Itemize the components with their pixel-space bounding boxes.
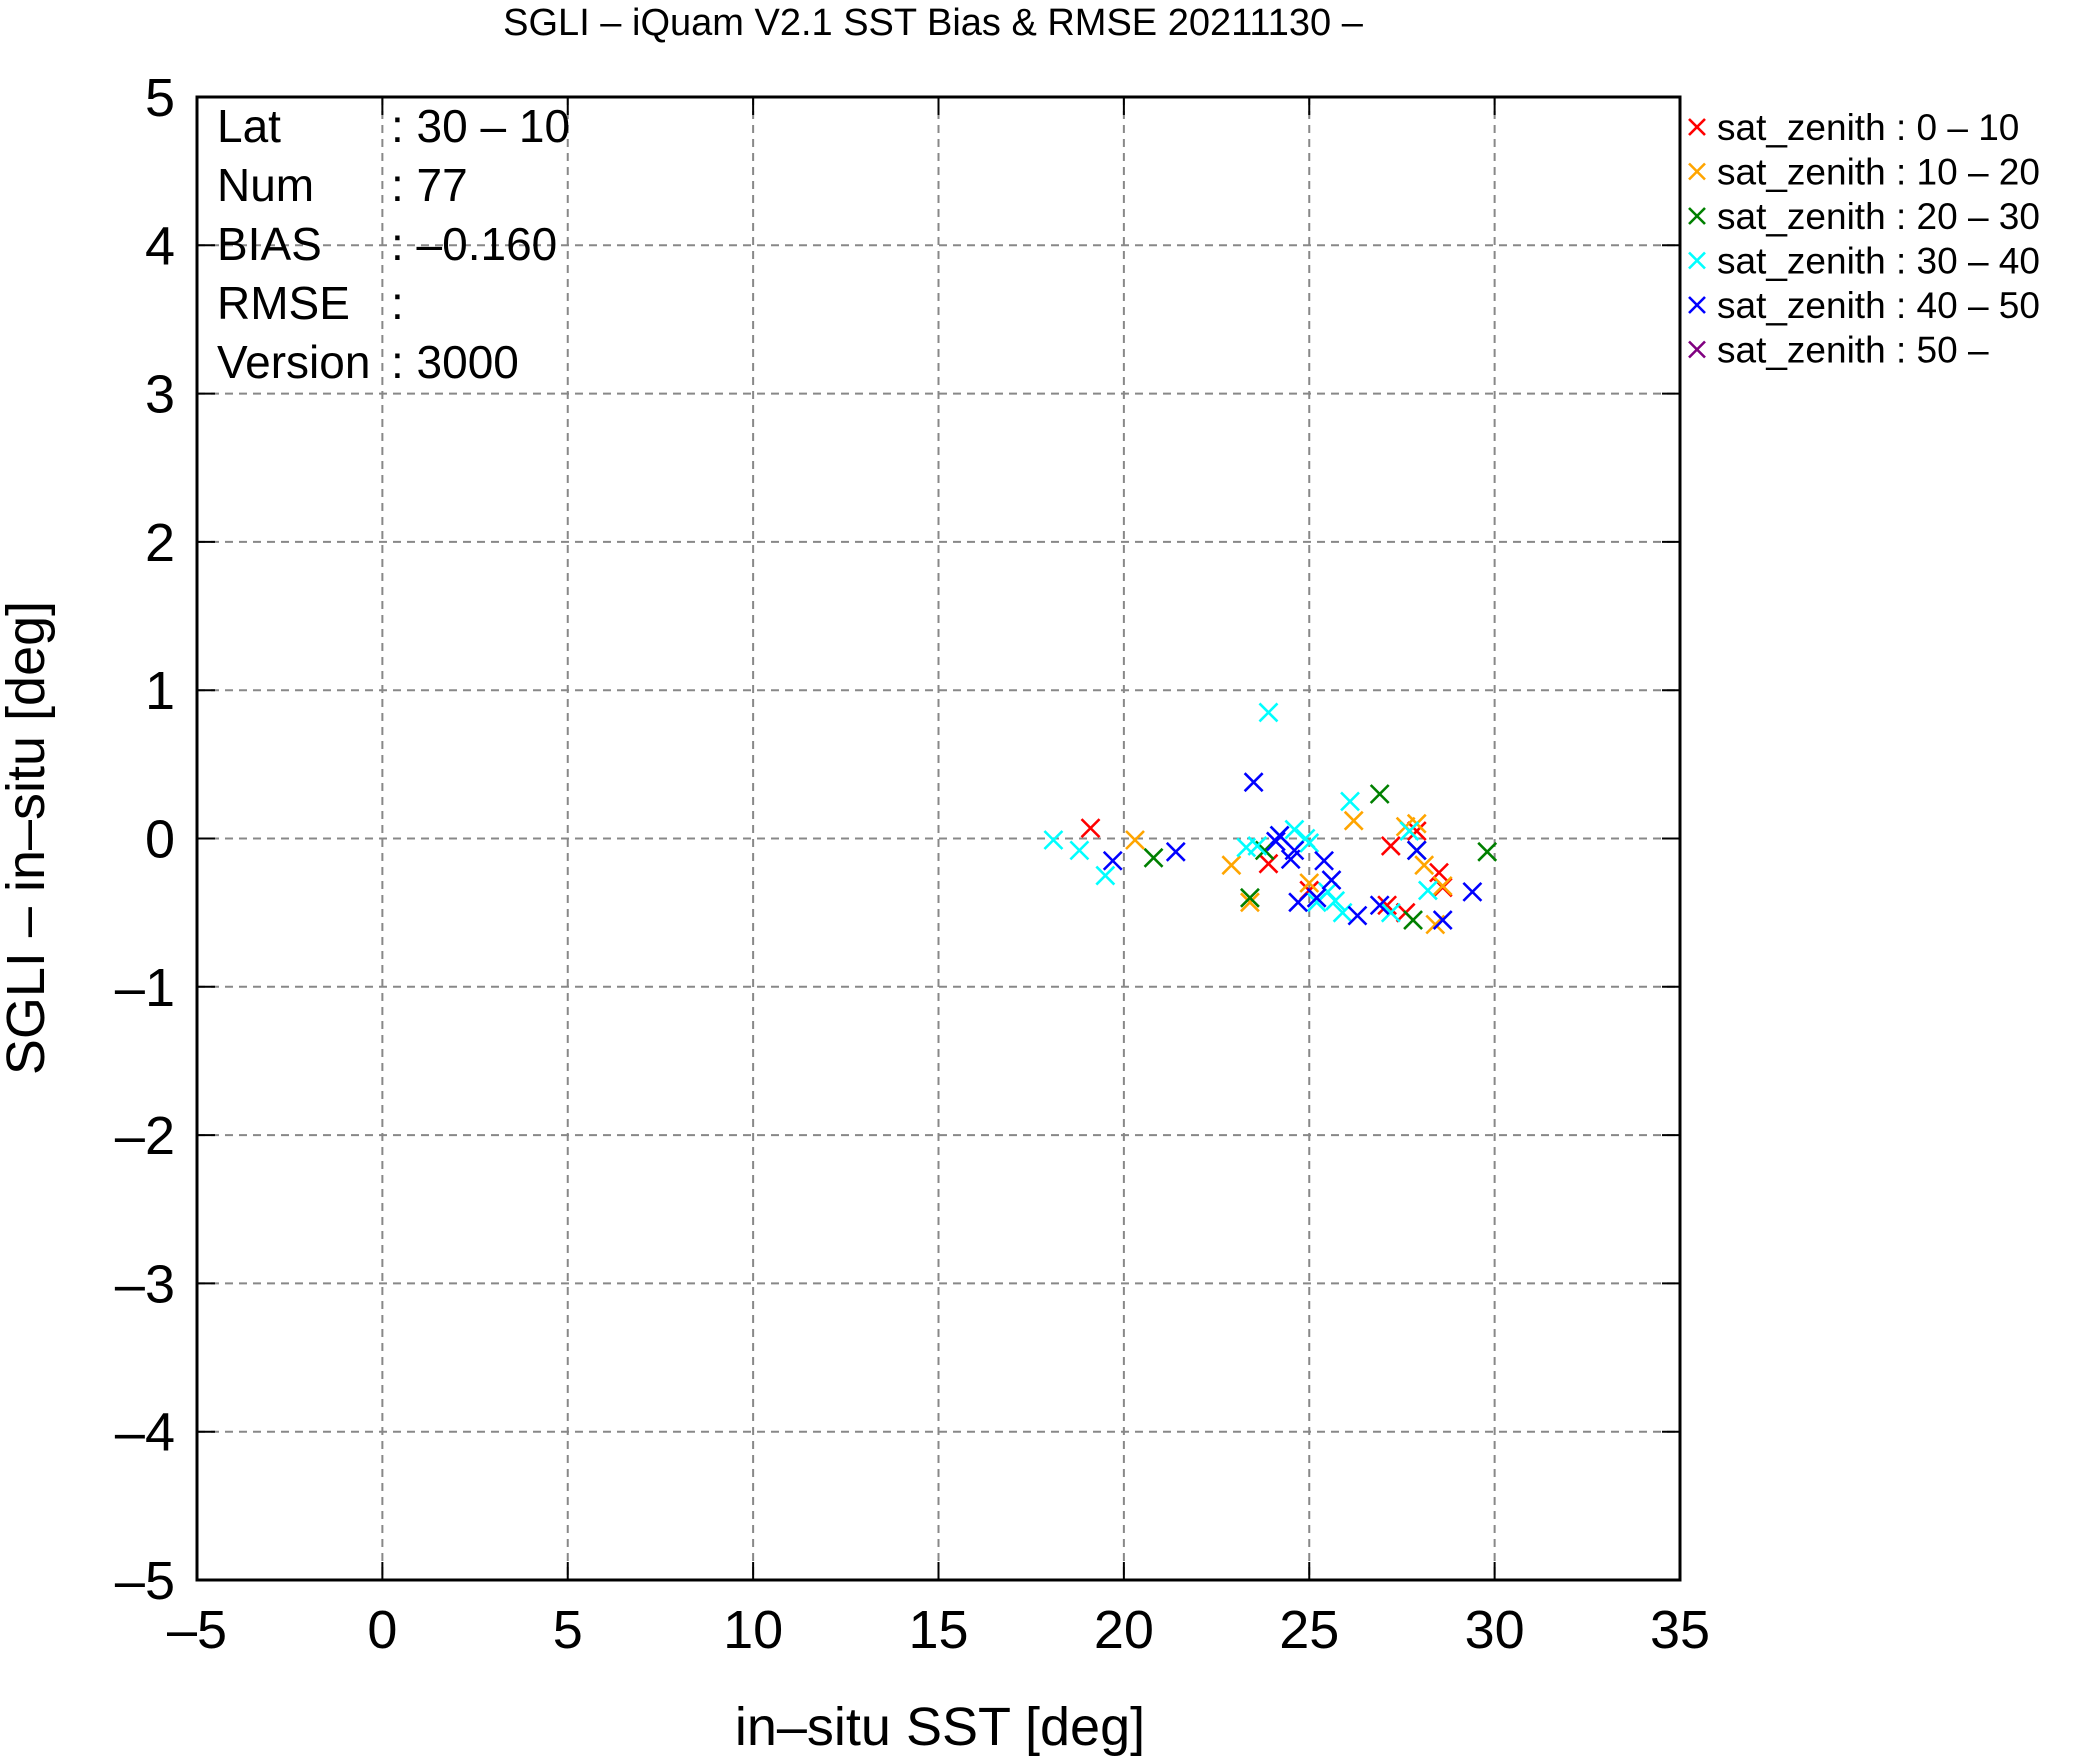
data-point xyxy=(1125,830,1145,850)
x-tick-label: 20 xyxy=(1094,1600,1154,1660)
data-point xyxy=(1243,772,1264,793)
data-point xyxy=(1240,892,1260,913)
legend-entry: sat_zenith : 40 – 50 xyxy=(1717,285,2040,326)
stats-label: Version xyxy=(217,336,370,388)
legend-entry: sat_zenith : 30 – 40 xyxy=(1717,241,2040,282)
data-point xyxy=(1343,810,1364,831)
legend-entry: sat_zenith : 50 – xyxy=(1717,330,1989,371)
axis-ticks: –5 0 5 10 15 20 25 30 35 –5 –4 –3 –2 –1 0 1 2 3 4 5 xyxy=(115,68,1710,1660)
data-point xyxy=(1299,873,1320,893)
legend-marker xyxy=(1688,207,1706,225)
data-point xyxy=(1477,841,1498,862)
data-point xyxy=(1406,840,1427,861)
y-axis-label: SGLI – in–situ [deg] xyxy=(0,601,56,1075)
x-tick-label: 10 xyxy=(723,1600,783,1660)
stats-value: : 30 – 10 xyxy=(391,100,570,152)
legend-entry: sat_zenith : 20 – 30 xyxy=(1717,196,2040,237)
data-point xyxy=(1462,881,1483,902)
stats-label: Lat xyxy=(217,100,281,152)
data-point xyxy=(1043,830,1064,850)
data-point xyxy=(1429,862,1449,883)
data-point xyxy=(1265,831,1286,852)
data-point xyxy=(1325,890,1346,911)
data-point xyxy=(1380,902,1401,923)
y-tick-label: 2 xyxy=(145,513,175,573)
data-point xyxy=(1258,702,1279,723)
data-point xyxy=(1380,835,1401,856)
legend-marker xyxy=(1688,340,1706,359)
legend-marker xyxy=(1688,296,1706,314)
legend-marker xyxy=(1688,118,1706,136)
data-point xyxy=(1080,818,1101,839)
stats-label: Num xyxy=(217,159,314,211)
y-tick-label: –1 xyxy=(115,958,175,1018)
data-point xyxy=(1432,876,1453,896)
grid-lines xyxy=(197,97,1680,1580)
data-point xyxy=(1299,833,1320,853)
x-tick-label: 0 xyxy=(367,1600,397,1660)
data-point xyxy=(1414,855,1435,876)
data-point xyxy=(1247,835,1268,856)
y-tick-label: 1 xyxy=(145,661,175,721)
data-point xyxy=(1306,887,1327,908)
data-point xyxy=(1240,887,1260,908)
legend-entry: sat_zenith : 0 – 10 xyxy=(1717,107,2019,148)
stats-value: : 3000 xyxy=(391,336,519,388)
y-tick-label: 3 xyxy=(145,365,175,425)
data-point xyxy=(1102,850,1123,871)
data-point xyxy=(1288,892,1309,913)
data-point xyxy=(1432,910,1453,930)
y-tick-label: 4 xyxy=(145,216,175,276)
legend-marker xyxy=(1688,251,1706,270)
data-point xyxy=(1369,784,1390,804)
stats-label: BIAS xyxy=(217,218,322,270)
x-tick-label: 5 xyxy=(553,1600,583,1660)
data-point xyxy=(1284,840,1305,861)
x-tick-label: 35 xyxy=(1650,1600,1710,1660)
y-tick-label: –5 xyxy=(115,1551,175,1611)
x-axis-label: in–situ SST [deg] xyxy=(735,1697,1145,1756)
data-point xyxy=(1314,850,1334,871)
y-tick-label: –3 xyxy=(115,1254,175,1314)
data-point xyxy=(1095,865,1116,886)
y-tick-label: 0 xyxy=(145,810,175,870)
legend-marker xyxy=(1688,162,1706,181)
data-point xyxy=(1258,853,1279,874)
x-tick-label: 15 xyxy=(908,1600,968,1660)
data-point xyxy=(1340,791,1360,812)
data-point xyxy=(1321,870,1342,890)
x-tick-label: 25 xyxy=(1279,1600,1339,1660)
data-point xyxy=(1143,847,1164,868)
stats-value: : 77 xyxy=(391,159,468,211)
data-point xyxy=(1399,821,1420,842)
stats-value: : xyxy=(391,277,404,329)
y-tick-label: –2 xyxy=(115,1106,175,1166)
stats-label: RMSE xyxy=(217,277,350,329)
x-tick-label: 30 xyxy=(1465,1600,1525,1660)
stats-box: Lat : 30 – 10 Num : 77 BIAS : –0.160 RMSE: Vers… xyxy=(217,100,570,388)
data-point xyxy=(1347,905,1368,926)
chart-title: SGLI – iQuam V2.1 SST Bias & RMSE 202111… xyxy=(503,2,1364,44)
data-point xyxy=(1403,910,1423,930)
data-point xyxy=(1221,855,1242,876)
stats-value: : –0.160 xyxy=(391,218,557,270)
data-point xyxy=(1406,821,1427,842)
y-tick-label: –4 xyxy=(115,1403,175,1463)
x-tick-label: –5 xyxy=(167,1600,227,1660)
plot-frame xyxy=(195,95,1682,1582)
data-point xyxy=(1165,841,1186,862)
data-point xyxy=(1417,880,1438,901)
data-points xyxy=(1043,702,1498,935)
y-tick-label: 5 xyxy=(145,68,175,128)
legend-entry: sat_zenith : 10 – 20 xyxy=(1717,152,2040,193)
data-point xyxy=(1369,895,1390,916)
data-point xyxy=(1069,840,1090,861)
